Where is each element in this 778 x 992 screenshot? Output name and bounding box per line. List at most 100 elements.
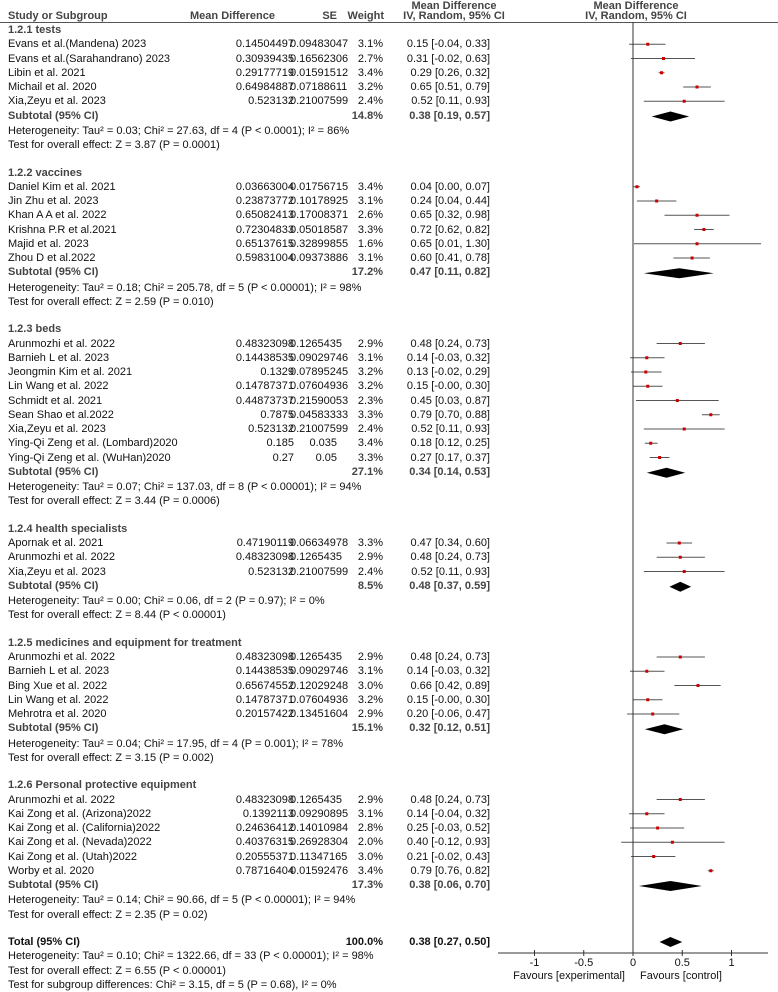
study-weight: 3.2%: [357, 693, 383, 706]
study-weight: 2.9%: [357, 793, 383, 806]
study-name: Apornak et al. 2021: [8, 537, 104, 549]
study-marker: [695, 213, 699, 217]
study-ci: 0.15 [-0.04, 0.33]: [406, 38, 490, 51]
study-marker: [682, 570, 686, 573]
md-column-header: Mean Difference: [190, 10, 275, 22]
study-mean-difference: 0.20555371: [235, 850, 294, 863]
study-weight: 2.6%: [357, 209, 383, 222]
study-se: 0.11347165: [290, 850, 348, 863]
study-marker: [695, 85, 699, 89]
study-mean-difference: 0.48323098: [235, 651, 294, 663]
study-ci: 0.14 [-0.03, 0.32]: [406, 665, 490, 678]
study-mean-difference: 0.1392113: [242, 807, 294, 820]
study-name: Michail et al. 2020: [8, 81, 97, 93]
study-marker: [645, 669, 649, 673]
study-name: Lin Wang et al. 2022: [8, 693, 109, 706]
study-se: 0.21007599: [290, 423, 349, 435]
study-se: 0.21007599: [290, 95, 349, 108]
study-se: 0.10178925: [290, 195, 349, 207]
study-marker: [690, 256, 694, 260]
study-se: 0.035: [309, 437, 337, 450]
study-mean-difference: 0.1329: [260, 366, 294, 378]
study-ci: 0.60 [0.41, 0.78]: [410, 252, 490, 264]
study-name: Kai Zong et al. (Arizona)2022: [8, 807, 152, 820]
study-mean-difference: 0.29177719: [235, 66, 294, 79]
total-diamond: [659, 937, 683, 947]
study-se: 0.09290895: [290, 807, 349, 820]
study-mean-difference: 0.20157422: [235, 708, 294, 720]
study-ci: 0.45 [0.03, 0.87]: [410, 394, 490, 407]
study-se: 0.17008371: [290, 209, 349, 222]
study-marker: [670, 840, 674, 844]
study-ci: 0.48 [0.24, 0.73]: [410, 551, 490, 564]
study-marker: [695, 242, 699, 246]
study-name: Khan A A et al. 2022: [8, 209, 107, 222]
study-ci: 0.65 [0.51, 0.79]: [410, 81, 490, 93]
study-ci: 0.52 [0.11, 0.93]: [411, 423, 490, 435]
study-ci: 0.66 [0.42, 0.89]: [410, 679, 490, 692]
study-column-header: Study or Subgroup: [8, 10, 108, 22]
total-label: Total (95% CI): [8, 936, 80, 948]
study-ci: 0.15 [-0.00, 0.30]: [406, 693, 490, 706]
subtotal-ci: 0.34 [0.14, 0.53]: [409, 465, 490, 478]
study-marker: [696, 684, 700, 687]
study-se: 0.09029746: [290, 665, 349, 678]
study-se: 0.32899855: [290, 237, 349, 250]
study-weight: 3.2%: [357, 81, 383, 93]
study-mean-difference: 0.7875: [260, 408, 294, 421]
study-mean-difference: 0.14438535: [235, 351, 294, 364]
study-mean-difference: 0.523132: [248, 565, 294, 578]
study-weight: 3.4%: [357, 66, 383, 79]
overall-effect-text: Test for overall effect: Z = 3.44 (P = 0…: [8, 495, 220, 508]
study-ci: 0.14 [-0.04, 0.32]: [406, 807, 490, 820]
study-mean-difference: 0.48323098: [235, 551, 294, 564]
study-marker: [682, 427, 686, 431]
study-se: 0.1265435: [290, 337, 342, 350]
study-weight: 2.3%: [357, 394, 383, 407]
plot-column-header-line1: Mean Difference: [593, 0, 679, 12]
study-marker: [655, 199, 659, 203]
study-se: 0.07604936: [290, 693, 349, 706]
study-name: Kai Zong et al. (California)2022: [8, 822, 161, 834]
x-tick-label: 0: [629, 957, 637, 969]
study-marker: [649, 441, 653, 445]
study-marker: [678, 655, 682, 659]
heterogeneity-text: Heterogeneity: Tau² = 0.03; Chi² = 27.63…: [8, 124, 350, 137]
study-name: Ying-Qi Zeng et al. (Lombard)2020: [8, 437, 178, 450]
overall-effect-text: Test for overall effect: Z = 2.35 (P = 0…: [8, 908, 208, 921]
study-se: 0.1265435: [290, 793, 342, 806]
study-name: Mehrotra et al. 2020: [8, 708, 107, 720]
subgroup-heading: 1.2.1 tests: [8, 24, 62, 36]
study-weight: 3.1%: [357, 195, 383, 207]
study-ci: 0.72 [0.62, 0.82]: [410, 223, 490, 236]
study-name: Xia,Zeyu et al. 2023: [8, 423, 106, 435]
overall-effect-text: Test for overall effect: Z = 3.15 (P = 0…: [8, 751, 214, 764]
study-marker: [646, 384, 650, 388]
study-weight: 2.9%: [357, 337, 383, 350]
overall-effect-text: Test for overall effect: Z = 2.59 (P = 0…: [8, 295, 214, 308]
study-name: Majid et al. 2023: [8, 237, 89, 250]
study-name: Arunmozhi et al. 2022: [8, 337, 116, 350]
study-ci: 0.52 [0.11, 0.93]: [411, 565, 490, 578]
study-name: Worby et al. 2020: [8, 864, 95, 877]
study-ci: 0.27 [0.17, 0.37]: [410, 451, 490, 464]
study-ci: 0.29 [0.26, 0.32]: [410, 66, 490, 79]
study-se: 0.21007599: [290, 565, 349, 578]
study-mean-difference: 0.185: [266, 437, 294, 450]
study-name: Xia,Zeyu et al. 2023: [8, 565, 106, 578]
study-ci: 0.14 [-0.03, 0.32]: [406, 351, 490, 364]
study-weight: 3.2%: [357, 366, 383, 378]
subtotal-label: Subtotal (95% CI): [8, 266, 99, 279]
study-weight: 3.0%: [357, 679, 383, 692]
study-ci: 0.47 [0.34, 0.60]: [410, 537, 490, 549]
subtotal-diamond: [646, 467, 686, 478]
study-weight: 3.3%: [357, 408, 383, 421]
study-marker: [682, 99, 686, 103]
subtotal-weight: 14.8%: [351, 109, 383, 122]
heterogeneity-text: Heterogeneity: Tau² = 0.07; Chi² = 137.0…: [8, 481, 362, 493]
ci-column-header-line2: IV, Random, 95% CI: [403, 10, 505, 22]
study-marker: [702, 228, 706, 231]
study-mean-difference: 0.47190119: [236, 537, 294, 549]
study-weight: 3.1%: [357, 665, 383, 678]
study-ci: 0.40 [-0.12, 0.93]: [406, 836, 490, 849]
